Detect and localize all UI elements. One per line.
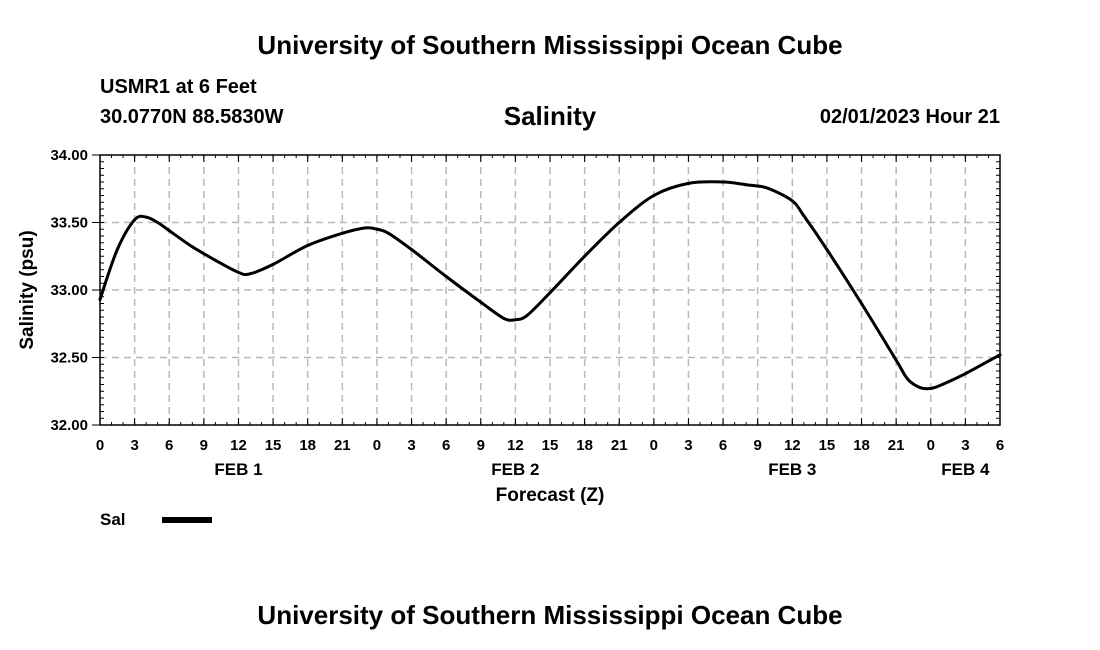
- series-point: [756, 184, 760, 188]
- x-tick-label: 0: [373, 437, 381, 454]
- x-tick-label: 12: [784, 437, 801, 454]
- x-tick-label: 6: [719, 437, 727, 454]
- y-tick-label: 34.00: [50, 147, 88, 164]
- x-tick-label: 6: [442, 437, 450, 454]
- series-point: [190, 245, 194, 249]
- series-point: [744, 183, 748, 187]
- series-point: [306, 243, 310, 247]
- series-point: [917, 385, 921, 389]
- x-tick-label: 15: [265, 437, 282, 454]
- legend-series-name: Sal: [100, 510, 126, 529]
- series-point: [825, 248, 829, 251]
- forecast-timestamp: 02/01/2023 Hour 21: [819, 106, 1000, 128]
- x-tick-label: 18: [576, 437, 593, 454]
- footer-title: University of Southern Mississippi Ocean…: [257, 600, 843, 630]
- x-tick-label: 18: [299, 437, 316, 454]
- x-tick-label: 0: [96, 437, 104, 454]
- tick-labels: 0 3 6 9 12 15 18 21 0 3 6 9 12 15 18 21 0 3 6 9 12 15 18 21 0 3 6 3…: [50, 147, 1004, 479]
- x-tick-label: 3: [684, 437, 692, 454]
- series-point: [156, 221, 160, 224]
- series-point: [767, 187, 771, 191]
- x-tick-label: 15: [542, 437, 559, 454]
- series-point: [236, 270, 240, 274]
- series-points: [98, 180, 1002, 391]
- series-point: [548, 291, 552, 295]
- series-point: [363, 226, 367, 230]
- x-tick-label: 21: [334, 437, 351, 454]
- series-point: [502, 316, 506, 320]
- y-tick-label: 33.50: [50, 215, 88, 232]
- series-point: [340, 231, 344, 235]
- x-day-label: FEB 1: [214, 460, 262, 479]
- x-tick-label: 9: [200, 437, 208, 454]
- series-point: [790, 199, 794, 203]
- x-tick-label: 9: [477, 437, 485, 454]
- station-name: USMR1 at 6 Feet: [100, 76, 257, 98]
- series-point: [386, 231, 390, 235]
- series-point: [213, 258, 217, 262]
- series-point: [721, 180, 725, 184]
- x-tick-label: 21: [888, 437, 905, 454]
- x-tick-label: 12: [230, 437, 247, 454]
- x-tick-label: 9: [754, 437, 762, 454]
- series-point: [894, 358, 898, 362]
- series-point: [248, 272, 252, 276]
- series-point: [513, 318, 517, 322]
- series-point: [929, 387, 933, 391]
- y-axis-label: Salinity (psu): [17, 230, 38, 349]
- series-point: [444, 275, 448, 278]
- x-day-label: FEB 2: [491, 460, 539, 479]
- chart-grid: [100, 155, 1000, 425]
- series-point: [410, 248, 414, 251]
- series-point: [583, 254, 587, 258]
- y-tick-label: 32.00: [50, 417, 88, 434]
- chart-title: Salinity: [503, 101, 597, 131]
- x-tick-label: 3: [961, 437, 969, 454]
- x-tick-label: 6: [165, 437, 173, 454]
- x-day-label: FEB 4: [941, 460, 990, 479]
- series-point: [686, 181, 690, 185]
- x-tick-label: 0: [650, 437, 658, 454]
- series-point: [115, 248, 119, 251]
- y-tick-label: 32.50: [50, 350, 88, 367]
- x-day-label: FEB 3: [768, 460, 816, 479]
- series-point: [802, 214, 806, 218]
- series-point: [479, 300, 483, 304]
- y-tick-label: 33.00: [50, 282, 88, 299]
- x-tick-label: 12: [507, 437, 524, 454]
- series-point: [860, 302, 864, 305]
- series-point: [144, 215, 148, 219]
- x-tick-label: 18: [853, 437, 870, 454]
- x-tick-label: 6: [996, 437, 1004, 454]
- x-tick-label: 15: [819, 437, 836, 454]
- series-point: [167, 229, 171, 233]
- x-tick-label: 3: [407, 437, 415, 454]
- series-point: [525, 314, 529, 318]
- series-point: [940, 383, 944, 386]
- x-tick-label: 3: [130, 437, 138, 454]
- series-point: [133, 218, 137, 222]
- x-axis-label: Forecast (Z): [496, 485, 605, 506]
- series-point: [998, 353, 1002, 357]
- series-point: [963, 372, 967, 376]
- legend-swatch: [162, 517, 212, 523]
- page-title: University of Southern Mississippi Ocean…: [257, 30, 843, 60]
- series-point: [271, 262, 275, 266]
- plot-frame: [99, 154, 1001, 426]
- x-tick-label: 0: [927, 437, 935, 454]
- station-coordinates: 30.0770N 88.5830W: [100, 106, 284, 128]
- x-tick-label: 21: [611, 437, 628, 454]
- series-point: [652, 194, 656, 197]
- series-point: [906, 377, 910, 381]
- series-point: [375, 227, 379, 231]
- series-point: [98, 297, 102, 301]
- series-point: [617, 221, 621, 224]
